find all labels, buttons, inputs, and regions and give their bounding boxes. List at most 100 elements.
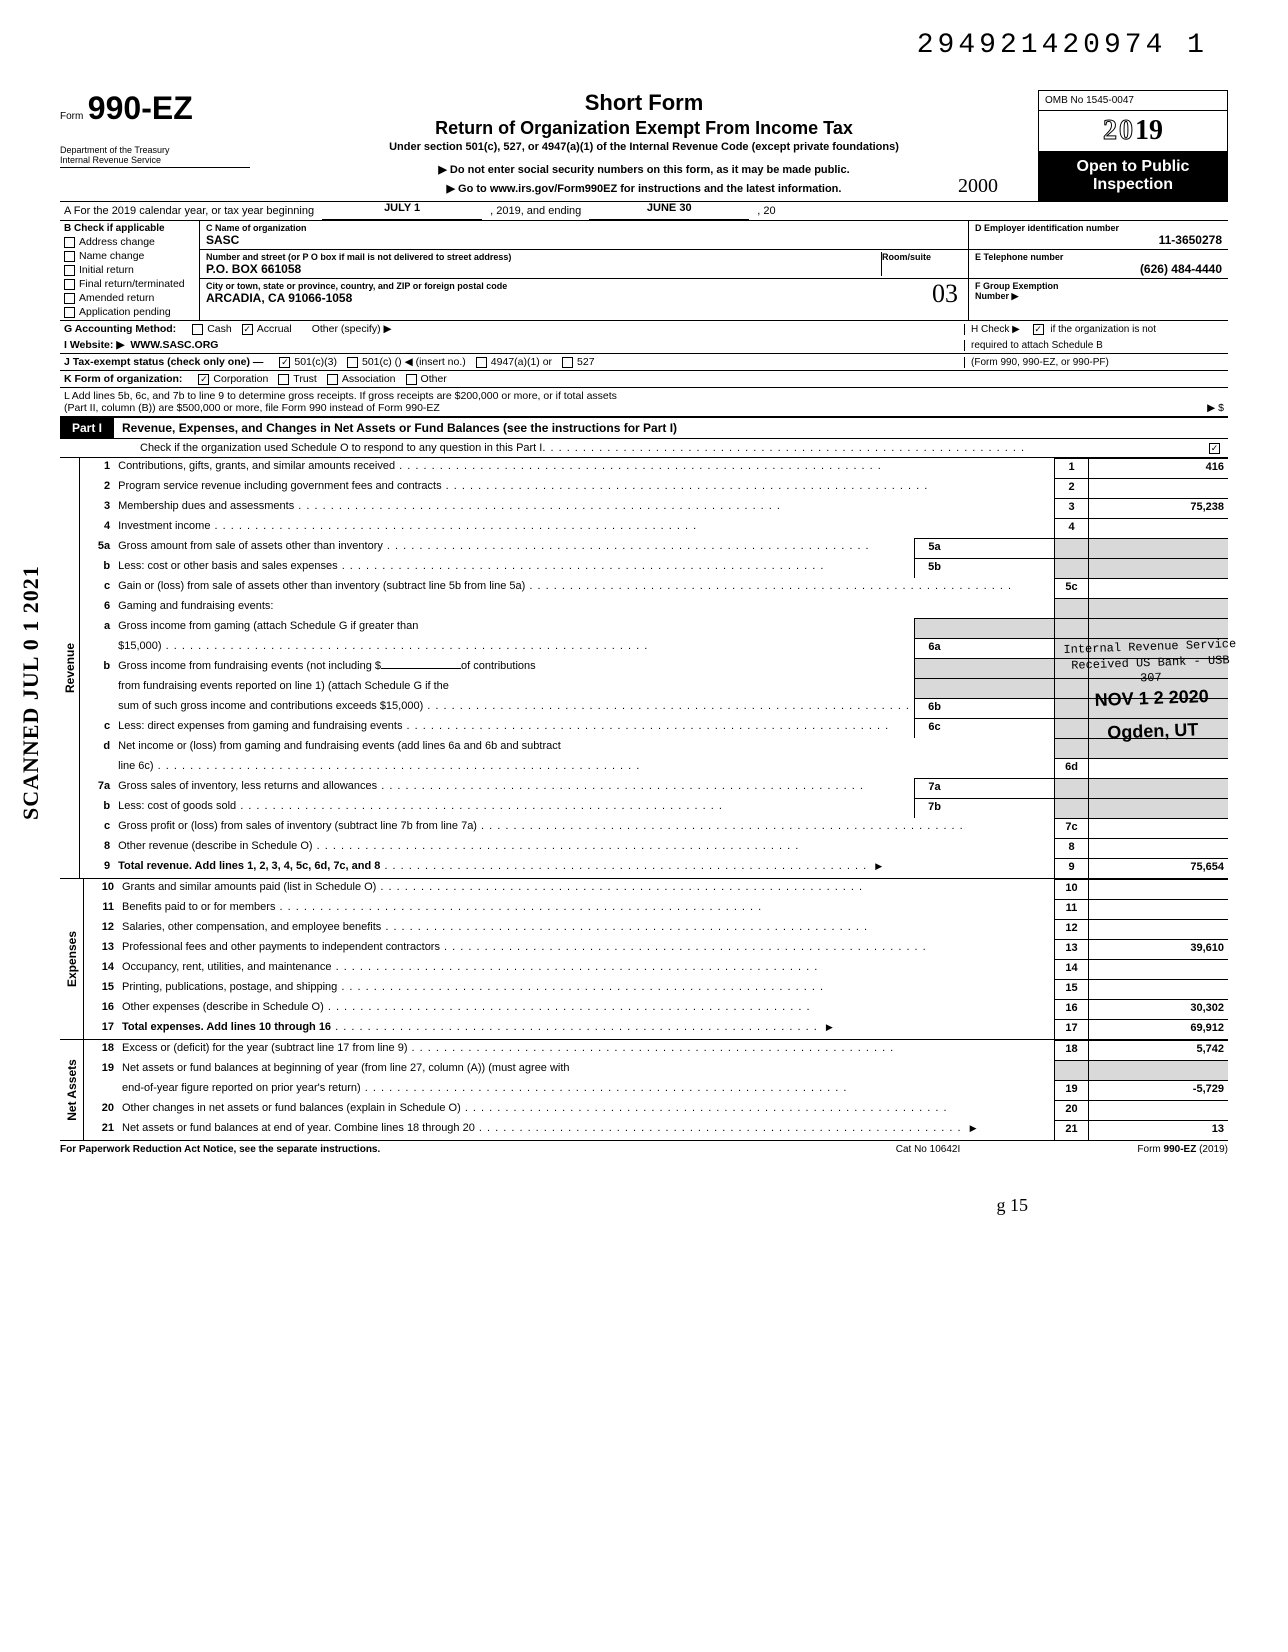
handwritten-03: 03	[932, 279, 958, 309]
irs-received-stamp: Internal Revenue Service Received US Ban…	[1063, 637, 1239, 747]
b-header: B Check if applicable	[64, 223, 195, 234]
line-k-form-org: K Form of organization: ✓Corporation Tru…	[60, 370, 1228, 387]
net-assets-section: Net Assets 18Excess or (deficit) for the…	[60, 1039, 1228, 1140]
amt16: 30,302	[1089, 999, 1228, 1019]
l-line2: (Part II, column (B)) are $500,000 or mo…	[64, 402, 440, 414]
rn12: 12	[1055, 919, 1088, 939]
amt6d	[1089, 758, 1228, 778]
row6b-text1b: of contributions	[461, 660, 536, 672]
chk-cash[interactable]	[192, 324, 203, 335]
rn7c: 7c	[1055, 818, 1088, 838]
h-line3: required to attach Schedule B	[964, 340, 1224, 351]
chk-application-pending[interactable]	[64, 307, 75, 318]
expenses-label: Expenses	[65, 931, 79, 987]
chk-501c[interactable]	[347, 357, 358, 368]
row12-num: 12	[84, 919, 118, 939]
line-i-website: I Website: ▶ WWW.SASC.ORG required to at…	[60, 337, 1228, 353]
row5b-innum: 5b	[914, 558, 954, 578]
chk-schedule-o[interactable]: ✓	[1209, 443, 1220, 454]
chk-final-return[interactable]	[64, 279, 75, 290]
net-assets-label: Net Assets	[65, 1059, 79, 1121]
handwritten-page-number: g 15	[60, 1195, 1228, 1216]
chk-name-change[interactable]	[64, 251, 75, 262]
dept-line2: Internal Revenue Service	[60, 155, 250, 165]
c-city-value: ARCADIA, CA 91066-1058	[206, 291, 962, 305]
amt18: 5,742	[1089, 1040, 1228, 1060]
chk-527[interactable]	[562, 357, 573, 368]
part-i-sub-text: Check if the organization used Schedule …	[140, 442, 542, 454]
row5b-inamt	[954, 558, 1054, 578]
chk-amended-return[interactable]	[64, 293, 75, 304]
amt8	[1089, 838, 1228, 858]
row3-num: 3	[80, 498, 114, 518]
i-website-value: WWW.SASC.ORG	[130, 339, 218, 351]
e-phone-label: E Telephone number	[975, 252, 1222, 262]
row16-num: 16	[84, 999, 118, 1019]
row6c-inamt	[954, 718, 1054, 738]
rn16: 16	[1055, 999, 1088, 1019]
rn5c: 5c	[1055, 578, 1088, 598]
row7a-innum: 7a	[914, 778, 954, 798]
form-prefix: Form	[60, 111, 83, 122]
row20-num: 20	[84, 1100, 118, 1120]
j-label: J Tax-exempt status (check only one) —	[64, 356, 263, 368]
row17-num: 17	[84, 1019, 118, 1039]
revenue-section: Revenue 1Contributions, gifts, grants, a…	[60, 457, 1228, 878]
chk-initial-return[interactable]	[64, 265, 75, 276]
row6b-innum: 6b	[914, 698, 954, 718]
rn10: 10	[1055, 879, 1088, 899]
row7b-text: Less: cost of goods sold	[118, 800, 236, 812]
lbl-address-change: Address change	[79, 236, 155, 248]
row21-text: Net assets or fund balances at end of ye…	[122, 1122, 475, 1134]
chk-address-change[interactable]	[64, 237, 75, 248]
line-g-accounting: G Accounting Method: Cash ✓Accrual Other…	[60, 320, 1228, 337]
year-outline: 20	[1103, 115, 1135, 146]
chk-trust[interactable]	[278, 374, 289, 385]
chk-4947[interactable]	[476, 357, 487, 368]
c-city-label: City or town, state or province, country…	[206, 281, 962, 291]
row8-num: 8	[80, 838, 114, 858]
row6a-text: Gross income from gaming (attach Schedul…	[114, 618, 914, 638]
lbl-application-pending: Application pending	[79, 306, 171, 318]
row6a-cont-num	[80, 638, 114, 658]
l-line1: L Add lines 5b, 6c, and 7b to line 9 to …	[64, 390, 1224, 402]
rn19: 19	[1055, 1080, 1088, 1100]
rn13: 13	[1055, 939, 1088, 959]
amt5c	[1089, 578, 1228, 598]
row6b-inamt	[954, 698, 1054, 718]
row5b-num: b	[80, 558, 114, 578]
amt4	[1089, 518, 1228, 538]
chk-association[interactable]	[327, 374, 338, 385]
row7a-text: Gross sales of inventory, less returns a…	[118, 780, 377, 792]
amt21: 13	[1089, 1120, 1228, 1140]
rn-shade4	[1055, 618, 1088, 638]
row4-num: 4	[80, 518, 114, 538]
row7b-innum: 7b	[914, 798, 954, 818]
chk-corporation[interactable]: ✓	[198, 374, 209, 385]
dept-line1: Department of the Treasury	[60, 145, 250, 155]
footer-r-post: (2019)	[1196, 1144, 1228, 1155]
amt12	[1089, 919, 1228, 939]
rn6d: 6d	[1055, 758, 1088, 778]
row13-text: Professional fees and other payments to …	[122, 941, 440, 953]
chk-accrual[interactable]: ✓	[242, 324, 253, 335]
scanned-stamp: SCANNED JUL 0 1 2021	[18, 565, 44, 820]
row6b-num: b	[80, 658, 114, 678]
chk-other[interactable]	[406, 374, 417, 385]
chk-h-not-required[interactable]: ✓	[1033, 324, 1044, 335]
row20-text: Other changes in net assets or fund bala…	[122, 1102, 461, 1114]
row6d-num: d	[80, 738, 114, 758]
open-to-public: Open to Public Inspection	[1039, 152, 1227, 200]
row-a-mid: , 2019, and ending	[486, 202, 585, 220]
chk-501c3[interactable]: ✓	[279, 357, 290, 368]
lbl-trust: Trust	[293, 373, 317, 385]
rn11: 11	[1055, 899, 1088, 919]
rn3: 3	[1055, 498, 1088, 518]
expenses-section: Expenses 10Grants and similar amounts pa…	[60, 878, 1228, 1039]
row6a-text2: $15,000)	[118, 640, 161, 652]
row6b-c2	[80, 678, 114, 698]
row6b-text: Gross income from fundraising events (no…	[118, 660, 381, 672]
page-footer: For Paperwork Reduction Act Notice, see …	[60, 1140, 1228, 1155]
row6d-text: Net income or (loss) from gaming and fun…	[114, 738, 1054, 758]
row7a-num: 7a	[80, 778, 114, 798]
